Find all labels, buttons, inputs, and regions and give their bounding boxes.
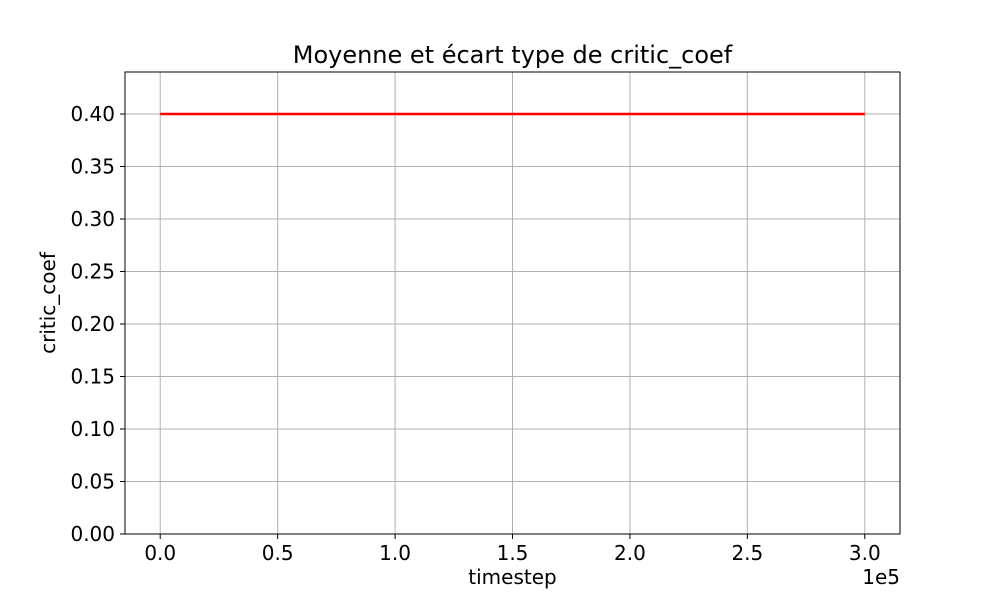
y-tick-label: 0.10: [70, 417, 115, 441]
y-axis-title: critic_coef: [36, 251, 60, 354]
x-tick-label: 2.0: [614, 541, 646, 565]
x-tick-label: 3.0: [849, 541, 881, 565]
x-axis-title: timestep: [468, 565, 556, 589]
y-tick-label: 0.30: [70, 207, 115, 231]
x-axis-offset-label: 1e5: [862, 565, 900, 589]
chart-title: Moyenne et écart type de critic_coef: [293, 41, 733, 69]
x-tick-label: 2.5: [731, 541, 763, 565]
x-tick-label: 0.5: [262, 541, 294, 565]
y-tick-label: 0.00: [70, 522, 115, 546]
y-tick-label: 0.15: [70, 365, 115, 389]
y-tick-label: 0.20: [70, 312, 115, 336]
grid-layer: [125, 72, 900, 535]
y-tick-label: 0.35: [70, 155, 115, 179]
x-tick-label: 0.0: [144, 541, 176, 565]
y-tick-label: 0.25: [70, 260, 115, 284]
ticks-layer: 0.0 0.5 1.0 1.5 2.0 2.5 3.0 0.00 0.05 0.10 0.15 0.2…: [70, 102, 880, 565]
x-tick-label: 1.5: [497, 541, 529, 565]
x-tick-label: 1.0: [379, 541, 411, 565]
y-tick-label: 0.40: [70, 102, 115, 126]
y-tick-label: 0.05: [70, 470, 115, 494]
